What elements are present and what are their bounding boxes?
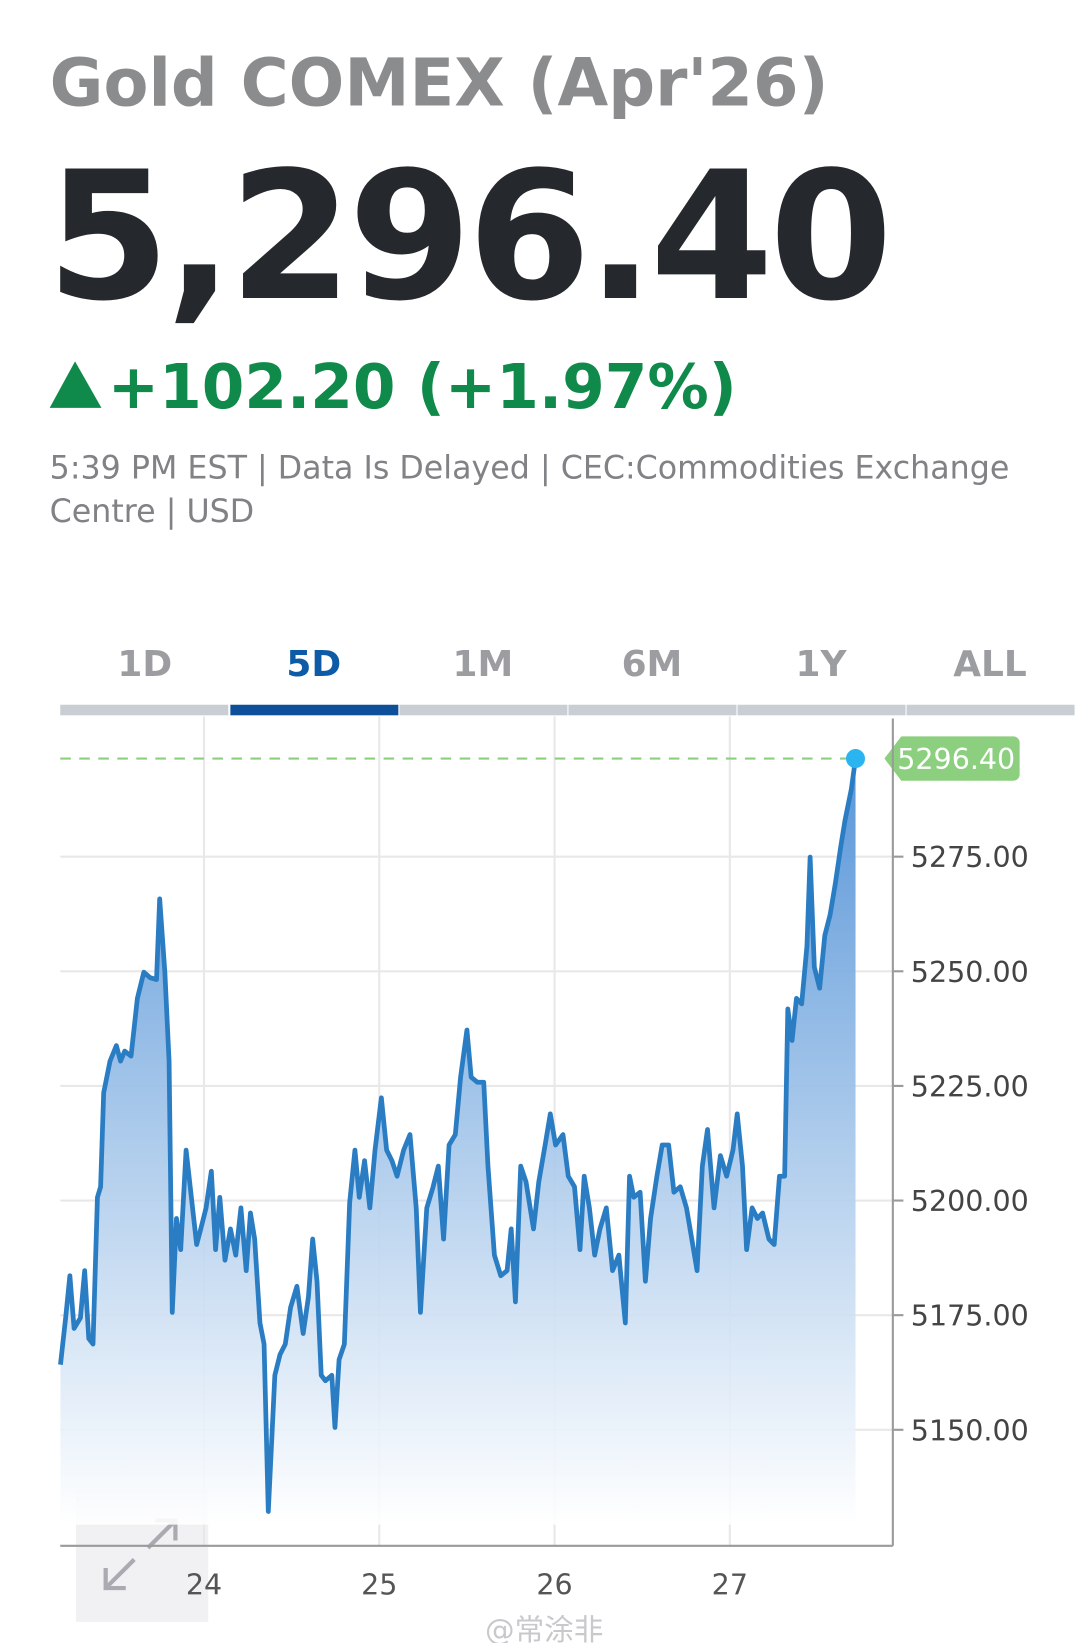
change: +102.20 (+1.97%)	[108, 352, 737, 423]
x-tick-label: 27	[712, 1568, 748, 1601]
tab-bar	[568, 704, 737, 716]
tab[interactable]: 6M	[622, 644, 683, 685]
tab-bar	[60, 704, 229, 716]
tab[interactable]: ALL	[953, 644, 1027, 685]
tab-bar	[737, 704, 906, 716]
tab-bar	[399, 704, 568, 716]
y-tick-label: 5150.00	[911, 1414, 1029, 1447]
tab[interactable]: 1D	[117, 644, 172, 685]
x-tick-label: 25	[361, 1568, 397, 1601]
last-point	[846, 749, 866, 769]
area	[60, 758, 856, 1525]
price-tag	[884, 736, 1020, 781]
watermark: @常涂非	[485, 1613, 603, 1643]
price-line	[58, 758, 858, 1514]
info: Centre | USD	[50, 494, 254, 530]
y-tick-label: 5225.00	[911, 1070, 1029, 1103]
tab[interactable]: 1Y	[796, 644, 848, 685]
tab[interactable]: 5D	[286, 644, 341, 685]
x-tick-label: 26	[536, 1568, 572, 1601]
x-tick-label: 24	[186, 1568, 222, 1601]
y-tick-label: 5200.00	[911, 1185, 1029, 1218]
tab-bar	[906, 704, 1075, 716]
title: Gold COMEX (Apr'26)	[50, 46, 829, 122]
up-arrow	[49, 361, 102, 408]
info: 5:39 PM EST | Data Is Delayed | CEC:Comm…	[50, 451, 1010, 487]
tab[interactable]: 1M	[453, 644, 514, 685]
tab-bar	[230, 704, 399, 716]
price-tag-label: 5296.40	[897, 743, 1015, 776]
y-tick-label: 5275.00	[911, 841, 1029, 874]
y-tick-label: 5250.00	[911, 956, 1029, 989]
price: 5,296.40	[47, 133, 889, 340]
y-tick-label: 5175.00	[911, 1300, 1029, 1333]
